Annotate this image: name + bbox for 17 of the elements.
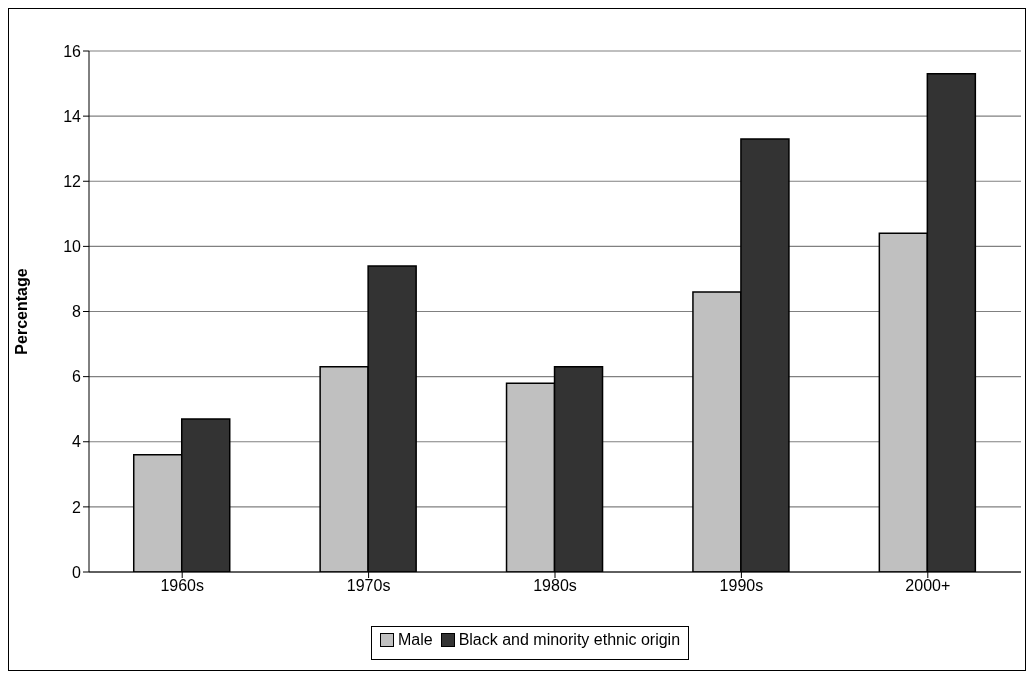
y-tick-label: 4 [72,433,82,451]
x-tick-label: 2000+ [905,577,951,595]
y-tick-label: 16 [63,42,82,60]
x-tick-label: 1970s [346,577,391,595]
y-tick-label: 0 [72,563,82,581]
x-tick-label: 1960s [160,577,204,595]
x-tick-label: 1980s [533,577,577,595]
legend-label: Black and minority ethnic origin [458,631,681,649]
y-tick-label: 14 [63,107,82,125]
y-tick-label: 8 [72,303,82,321]
y-tick-label: 6 [72,368,82,386]
y-tick-label: 12 [63,172,82,190]
y-tick-label: 10 [63,238,82,256]
y-axis-title: Percentage [12,268,30,355]
legend-label: Male [397,631,433,649]
y-tick-label: 2 [72,498,82,516]
x-tick-label: 1990s [719,577,764,595]
